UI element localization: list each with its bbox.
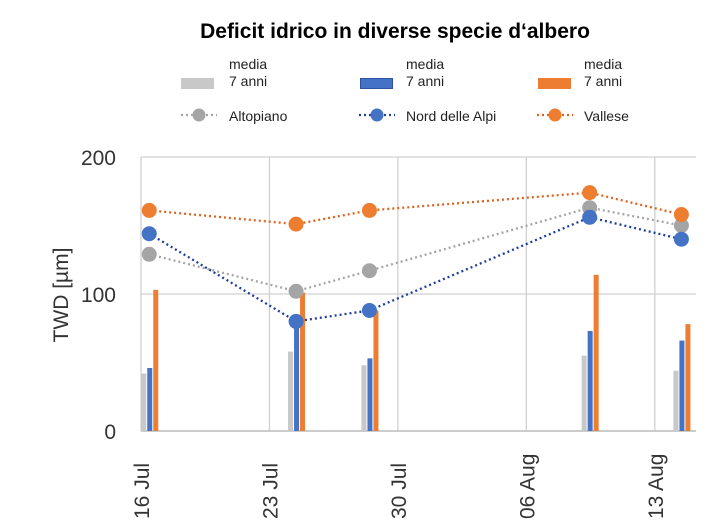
legend-text: media <box>229 56 268 72</box>
bar-altopiano <box>581 355 587 431</box>
bar-nord-delle-alpi <box>587 330 593 431</box>
x-tick-label: 23 Jul <box>259 463 282 519</box>
legend-point-marker <box>548 108 562 122</box>
bar-nord-delle-alpi <box>147 367 153 431</box>
bar-vallese <box>593 274 599 431</box>
point-altopiano <box>141 246 157 262</box>
legend-line-vallese: Vallese <box>584 108 629 124</box>
legend-swatch-bar-vallese <box>538 78 571 89</box>
legend-swatch-bar-altopiano <box>181 78 214 89</box>
line-nord-delle-alpi <box>148 216 682 323</box>
legend-bar-altopiano: media 7 anni <box>229 56 267 90</box>
point-nord-delle-alpi <box>673 231 689 247</box>
bar-altopiano <box>141 373 147 431</box>
legend-text: 7 anni <box>584 73 623 89</box>
bar-altopiano <box>673 370 679 431</box>
legend-point-marker <box>192 108 206 122</box>
point-vallese <box>288 216 304 232</box>
point-vallese <box>141 202 157 218</box>
point-nord-delle-alpi <box>288 313 304 329</box>
x-tick-label: 16 Jul <box>131 463 154 519</box>
point-nord-delle-alpi <box>361 302 377 318</box>
x-tick-label: 30 Jul <box>388 463 411 519</box>
legend-text: media <box>406 56 445 72</box>
legend-text: media <box>584 56 623 72</box>
bar-altopiano <box>288 351 294 431</box>
point-altopiano <box>673 218 689 233</box>
point-vallese <box>673 207 689 223</box>
legend-point-marker <box>370 108 384 122</box>
bar-nord-delle-alpi <box>294 321 300 431</box>
legend-line-nord: Nord delle Alpi <box>406 108 497 124</box>
legend-bar-nord: media 7 anni <box>406 56 444 90</box>
point-nord-delle-alpi <box>582 209 598 225</box>
bar-vallese <box>153 289 159 431</box>
bar-vallese <box>373 310 379 431</box>
legend-swatch-bar-nord <box>360 78 393 89</box>
y-axis-label: TWD [µm] <box>50 248 73 343</box>
bar-nord-delle-alpi <box>679 340 685 431</box>
legend-bar-vallese: media 7 anni <box>584 56 622 90</box>
bar-altopiano <box>361 365 367 431</box>
point-vallese <box>361 202 377 218</box>
y-tick-label: 200 <box>81 147 116 170</box>
y-tick-label: 100 <box>81 284 116 307</box>
point-altopiano <box>288 283 304 299</box>
legend-text: 7 anni <box>229 73 268 89</box>
x-tick-label: 06 Aug <box>516 454 539 519</box>
point-altopiano <box>361 263 377 279</box>
x-tick-label: 13 Aug <box>645 454 668 519</box>
bar-nord-delle-alpi <box>367 358 373 431</box>
point-nord-delle-alpi <box>141 226 157 242</box>
bar-vallese <box>300 292 306 431</box>
y-tick-label: 0 <box>104 421 116 444</box>
legend-line-altopiano: Altopiano <box>229 108 288 124</box>
line-altopiano <box>148 206 682 293</box>
legend-text: 7 anni <box>406 73 445 89</box>
bar-vallese <box>685 324 691 431</box>
chart-title: Deficit idrico in diverse specie d‘alber… <box>200 20 590 43</box>
point-vallese <box>582 185 598 201</box>
